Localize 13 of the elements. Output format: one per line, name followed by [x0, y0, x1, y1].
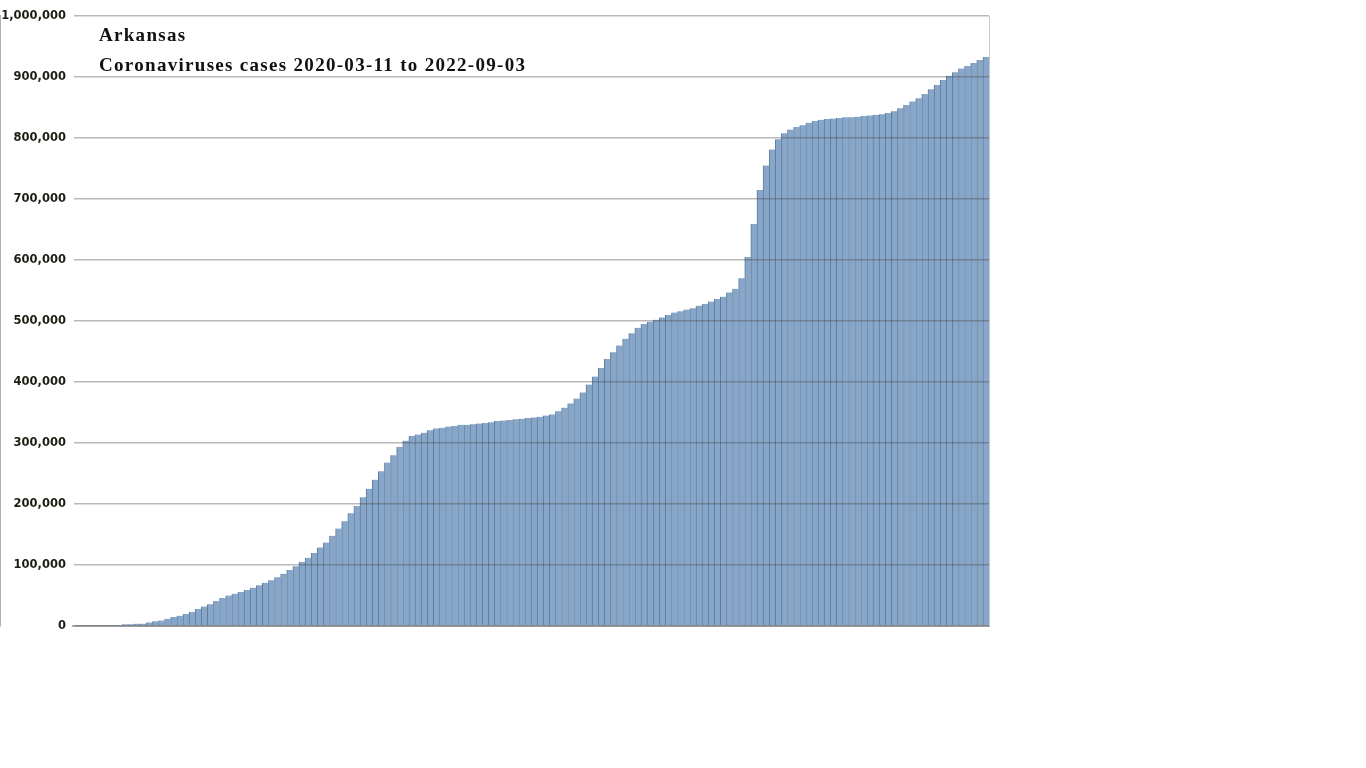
text: Coronaviruses cases 2020-03-11 to 2022-09-03: [99, 54, 527, 75]
y-tick-label: 600,000: [13, 252, 66, 267]
chart-title: Arkansas: [99, 24, 187, 45]
y-tick-label: 0: [57, 618, 66, 633]
y-tick-label: 400,000: [13, 374, 66, 389]
y-tick-label: 200,000: [13, 496, 66, 511]
y-tick-label: 900,000: [13, 68, 66, 83]
y-tick-label: 100,000: [13, 557, 66, 572]
y-tick-label: 500,000: [13, 313, 66, 328]
y-tick-label: 700,000: [13, 191, 66, 206]
y-tick-label: 300,000: [13, 435, 66, 450]
y-tick-label: 800,000: [13, 130, 66, 144]
y-tick-label: 1,000,000: [1, 7, 66, 22]
